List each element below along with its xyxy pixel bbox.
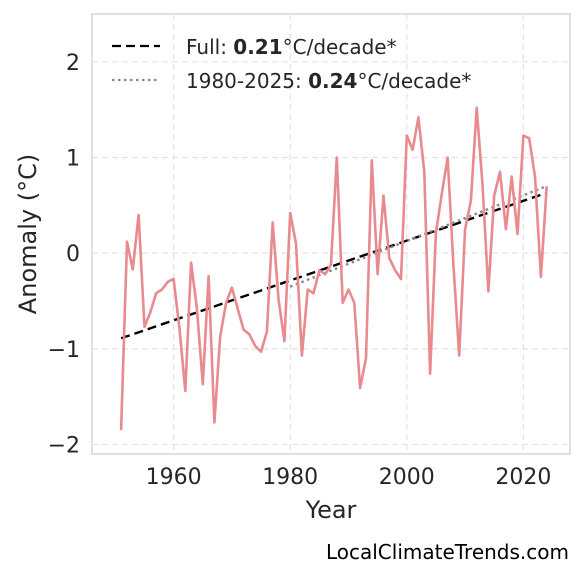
y-tick-label: 2 [66, 51, 80, 76]
x-tick-label: 1980 [262, 465, 318, 490]
legend-label-recent: 1980-2025: 0.24°C/decade* [186, 69, 471, 93]
anomaly-series-line [119, 106, 548, 431]
trend-line-full [120, 191, 548, 340]
x-tick-label: 2000 [379, 465, 435, 490]
x-axis-title: Year [305, 496, 357, 524]
y-tick-labels: −2 −1 0 1 2 [48, 51, 80, 459]
y-tick-label: −2 [48, 433, 80, 458]
data-series [119, 106, 548, 431]
x-tick-labels: 1960 1980 2000 2020 [146, 465, 552, 490]
site-credit: LocalClimateTrends.com [325, 540, 569, 564]
legend: Full: 0.21°C/decade* 1980-2025: 0.24°C/d… [112, 35, 471, 93]
y-tick-label: 0 [66, 242, 80, 267]
y-axis-title: Anomaly (°C) [14, 154, 42, 314]
y-tick-label: −1 [48, 338, 80, 363]
y-tick-label: 1 [66, 146, 80, 171]
x-tick-label: 2020 [495, 465, 551, 490]
legend-label-full: Full: 0.21°C/decade* [186, 35, 397, 59]
x-tick-label: 1960 [146, 465, 202, 490]
plot-area [91, 13, 571, 455]
